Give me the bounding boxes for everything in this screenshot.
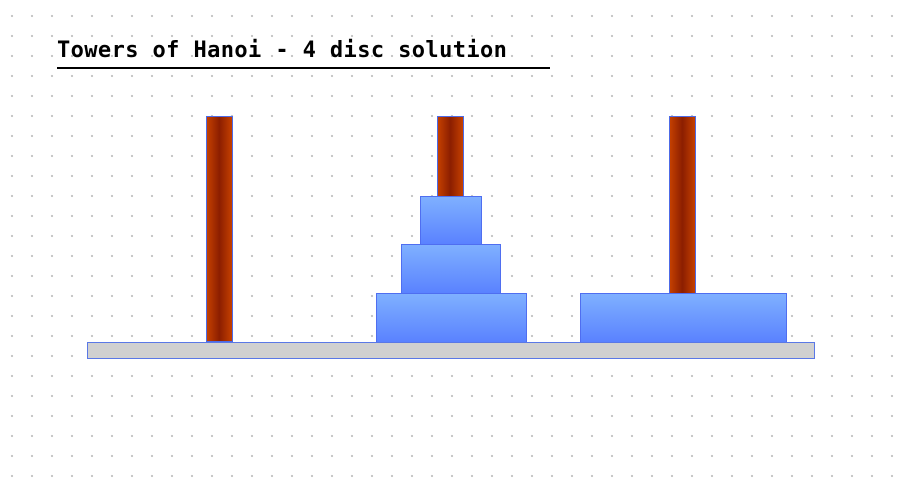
peg-middle[interactable] [437,116,464,197]
page-title: Towers of Hanoi - 4 disc solution [57,38,550,69]
peg-left[interactable] [206,116,233,342]
disc-4[interactable] [580,293,787,343]
peg-right[interactable] [669,116,696,294]
disc-1[interactable] [420,196,482,245]
disc-3[interactable] [376,293,527,343]
disc-2[interactable] [401,244,501,294]
board-base [87,342,815,359]
